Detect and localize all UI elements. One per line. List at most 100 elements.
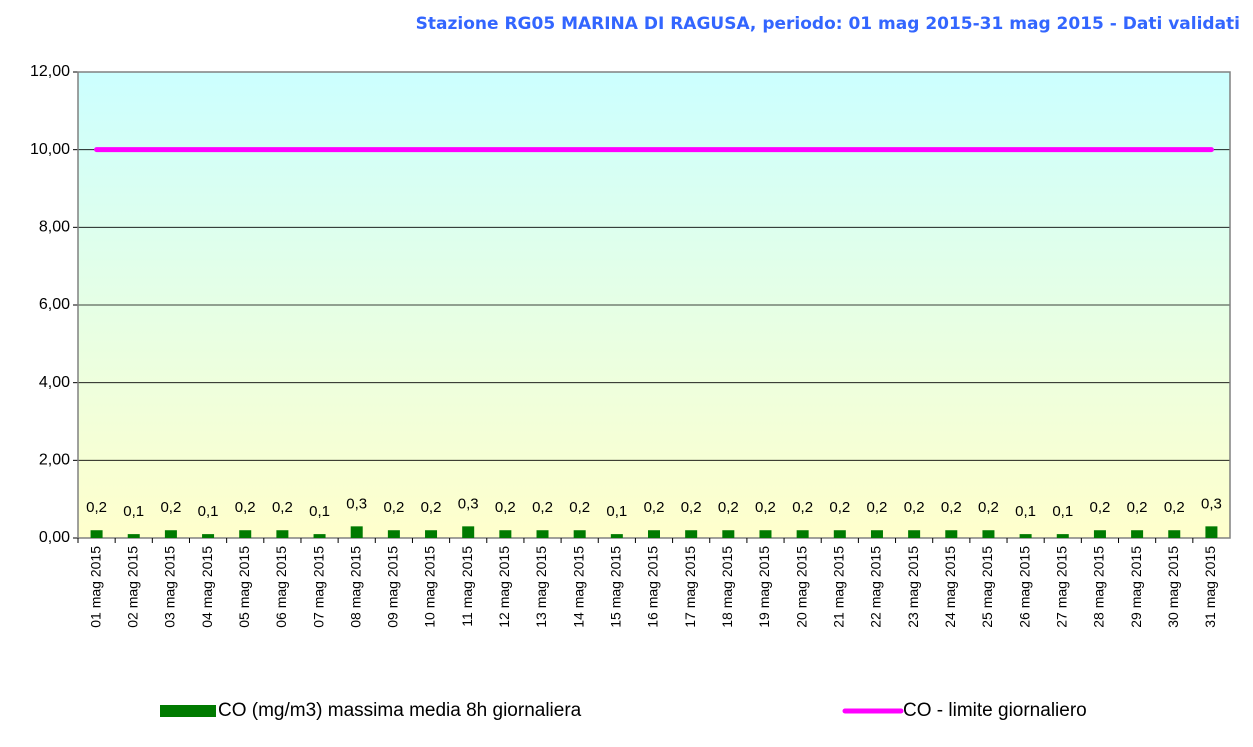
bar bbox=[722, 530, 735, 538]
data-label: 0,3 bbox=[1201, 495, 1222, 512]
bar bbox=[908, 530, 921, 538]
bar bbox=[573, 530, 586, 538]
x-tick-label: 19 mag 2015 bbox=[756, 546, 772, 628]
data-label: 0,2 bbox=[569, 499, 590, 516]
bar bbox=[982, 530, 995, 538]
data-label: 0,2 bbox=[867, 499, 888, 516]
bar bbox=[239, 530, 252, 538]
data-label: 0,2 bbox=[86, 499, 107, 516]
data-label: 0,2 bbox=[755, 499, 776, 516]
bar bbox=[833, 530, 846, 538]
data-label: 0,1 bbox=[123, 503, 144, 520]
data-label: 0,2 bbox=[829, 499, 850, 516]
x-tick-label: 10 mag 2015 bbox=[422, 546, 438, 628]
data-label: 0,2 bbox=[941, 499, 962, 516]
bar bbox=[1056, 534, 1069, 538]
x-tick-label: 24 mag 2015 bbox=[942, 546, 958, 628]
bar bbox=[164, 530, 177, 538]
x-tick-label: 04 mag 2015 bbox=[199, 546, 215, 628]
data-label: 0,3 bbox=[346, 495, 367, 512]
bar bbox=[1168, 530, 1181, 538]
bar bbox=[1205, 526, 1218, 538]
x-tick-label: 31 mag 2015 bbox=[1202, 546, 1218, 628]
x-tick-label: 23 mag 2015 bbox=[905, 546, 921, 628]
x-tick-label: 25 mag 2015 bbox=[979, 546, 995, 628]
data-label: 0,2 bbox=[644, 499, 665, 516]
x-tick-label: 11 mag 2015 bbox=[459, 546, 475, 627]
data-label: 0,2 bbox=[532, 499, 553, 516]
bar bbox=[759, 530, 772, 538]
data-label: 0,2 bbox=[383, 499, 404, 516]
data-label: 0,2 bbox=[421, 499, 442, 516]
legend-label: CO (mg/m3) massima media 8h giornaliera bbox=[218, 700, 582, 721]
x-tick-label: 18 mag 2015 bbox=[719, 546, 735, 628]
x-tick-label: 15 mag 2015 bbox=[608, 546, 624, 628]
data-label: 0,2 bbox=[681, 499, 702, 516]
bar bbox=[276, 530, 289, 538]
x-tick-label: 29 mag 2015 bbox=[1128, 546, 1144, 628]
x-tick-label: 03 mag 2015 bbox=[162, 546, 178, 628]
data-label: 0,1 bbox=[1052, 503, 1073, 520]
bar bbox=[202, 534, 215, 538]
x-tick-label: 02 mag 2015 bbox=[124, 546, 140, 628]
bar bbox=[425, 530, 438, 538]
data-label: 0,1 bbox=[309, 503, 330, 520]
data-label: 0,1 bbox=[198, 503, 219, 520]
bar bbox=[945, 530, 958, 538]
data-label: 0,2 bbox=[160, 499, 181, 516]
data-label: 0,2 bbox=[272, 499, 293, 516]
data-label: 0,1 bbox=[606, 503, 627, 520]
x-tick-label: 26 mag 2015 bbox=[1016, 546, 1032, 628]
x-tick-label: 28 mag 2015 bbox=[1091, 546, 1107, 628]
data-label: 0,2 bbox=[978, 499, 999, 516]
x-tick-label: 12 mag 2015 bbox=[496, 546, 512, 628]
data-label: 0,1 bbox=[1015, 503, 1036, 520]
x-tick-label: 09 mag 2015 bbox=[385, 546, 401, 628]
bar bbox=[1019, 534, 1032, 538]
bar bbox=[796, 530, 809, 538]
x-tick-label: 20 mag 2015 bbox=[793, 546, 809, 628]
x-tick-label: 05 mag 2015 bbox=[236, 546, 252, 628]
x-tick-label: 27 mag 2015 bbox=[1053, 546, 1069, 628]
legend-swatch bbox=[160, 705, 216, 717]
bar bbox=[1131, 530, 1144, 538]
y-tick-label: 10,00 bbox=[30, 141, 70, 158]
data-label: 0,2 bbox=[1090, 499, 1111, 516]
x-tick-label: 14 mag 2015 bbox=[570, 546, 586, 628]
x-tick-label: 01 mag 2015 bbox=[87, 546, 103, 628]
x-tick-label: 21 mag 2015 bbox=[831, 546, 847, 628]
bar bbox=[648, 530, 660, 538]
y-tick-label: 6,00 bbox=[39, 296, 70, 313]
bar bbox=[313, 534, 326, 538]
x-tick-label: 13 mag 2015 bbox=[533, 546, 549, 628]
bar bbox=[870, 530, 883, 538]
x-tick-label: 17 mag 2015 bbox=[682, 546, 698, 628]
bar bbox=[90, 530, 103, 538]
data-label: 0,3 bbox=[458, 495, 479, 512]
bar bbox=[127, 534, 140, 538]
bar bbox=[685, 530, 698, 538]
x-tick-label: 16 mag 2015 bbox=[645, 546, 661, 628]
bar bbox=[350, 526, 363, 538]
bar bbox=[1093, 530, 1106, 538]
bar bbox=[462, 526, 475, 538]
x-tick-label: 07 mag 2015 bbox=[310, 546, 326, 628]
y-tick-label: 0,00 bbox=[39, 529, 70, 546]
data-label: 0,2 bbox=[718, 499, 739, 516]
x-tick-label: 30 mag 2015 bbox=[1165, 546, 1181, 628]
data-label: 0,2 bbox=[1164, 499, 1185, 516]
y-tick-label: 2,00 bbox=[39, 452, 70, 469]
data-label: 0,2 bbox=[904, 499, 925, 516]
bar bbox=[536, 530, 549, 538]
bar bbox=[387, 530, 400, 538]
data-label: 0,2 bbox=[1127, 499, 1148, 516]
data-label: 0,2 bbox=[792, 499, 813, 516]
bar bbox=[610, 534, 623, 538]
x-tick-label: 22 mag 2015 bbox=[868, 546, 884, 628]
y-tick-label: 8,00 bbox=[39, 219, 70, 236]
data-label: 0,2 bbox=[495, 499, 516, 516]
y-tick-label: 12,00 bbox=[30, 63, 70, 80]
y-tick-label: 4,00 bbox=[39, 374, 70, 391]
legend-label: CO - limite giornaliero bbox=[903, 700, 1087, 721]
